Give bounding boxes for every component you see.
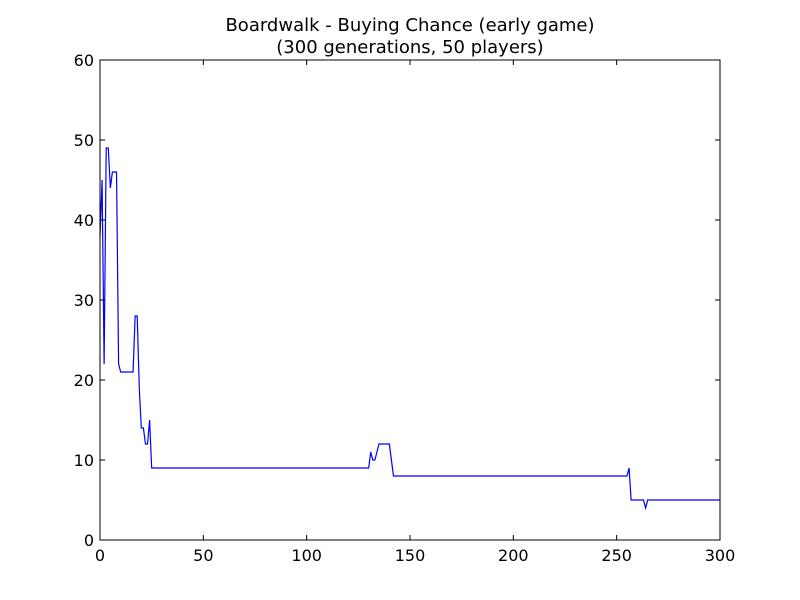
y-tick-label: 40	[74, 211, 94, 230]
chart-title-line-2: (300 generations, 50 players)	[276, 37, 543, 58]
series-line-1	[99, 147, 720, 511]
chart-title-line-1: Boardwalk - Buying Chance (early game)	[225, 15, 594, 36]
y-tick-label: 0	[84, 531, 94, 550]
y-tick-label: 50	[74, 131, 94, 150]
x-tick-label: 100	[291, 546, 322, 565]
x-tick-label: 0	[95, 546, 105, 565]
y-tick-label: 30	[74, 291, 94, 310]
y-tick-label: 60	[74, 51, 94, 70]
ticks-layer: 0 50 100 150 200 250 300 0 10 20 30 40 50 60	[74, 51, 736, 565]
series-layer	[99, 147, 720, 511]
x-tick-label: 150	[395, 546, 426, 565]
plot-area-frame	[99, 59, 721, 541]
x-tick-label: 300	[705, 546, 736, 565]
x-tick-label: 250	[601, 546, 632, 565]
x-tick-label: 200	[498, 546, 529, 565]
y-tick-label: 20	[74, 371, 94, 390]
y-tick-label: 10	[74, 451, 94, 470]
x-tick-label: 50	[193, 546, 213, 565]
